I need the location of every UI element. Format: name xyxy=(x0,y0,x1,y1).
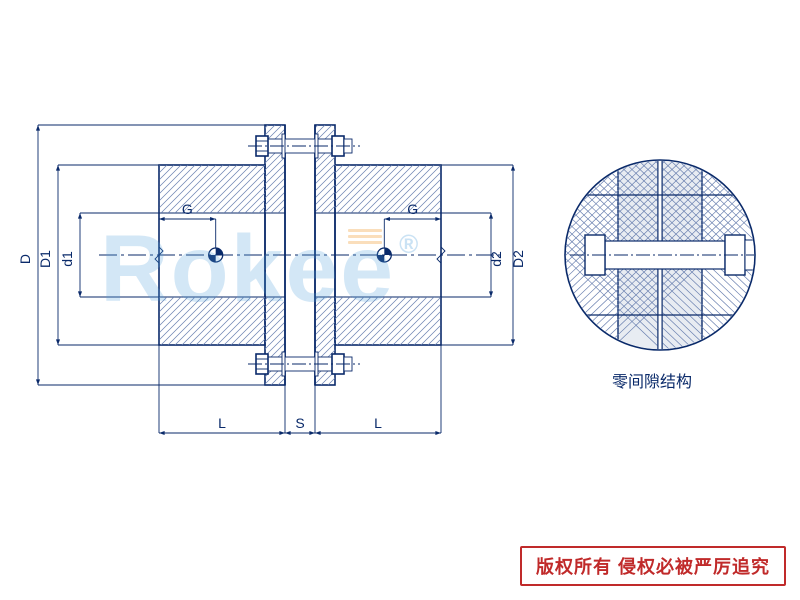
copyright-stamp: 版权所有 侵权必被严厉追究 xyxy=(520,546,786,586)
svg-text:D1: D1 xyxy=(37,250,53,268)
svg-text:G: G xyxy=(182,201,193,217)
svg-text:d2: d2 xyxy=(488,251,504,267)
svg-text:G: G xyxy=(407,201,418,217)
svg-text:d1: d1 xyxy=(59,251,75,267)
svg-text:D: D xyxy=(17,254,33,264)
svg-text:D2: D2 xyxy=(510,250,526,268)
technical-drawing: D D1 d1 d2 D2 G G L S L xyxy=(0,0,800,600)
svg-text:S: S xyxy=(295,415,304,431)
svg-text:L: L xyxy=(218,415,226,431)
svg-text:L: L xyxy=(374,415,382,431)
detail-caption: 零间隙结构 xyxy=(612,368,692,392)
